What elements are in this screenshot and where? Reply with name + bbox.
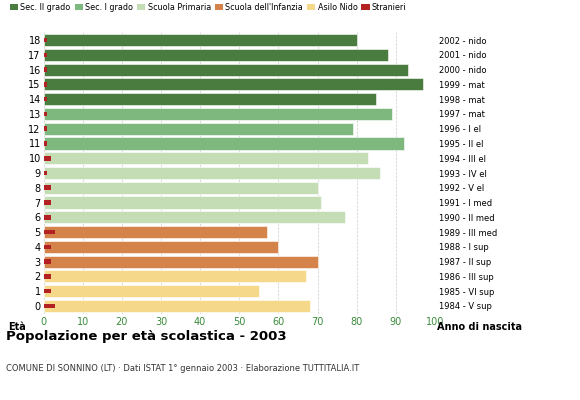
- Text: Popolazione per età scolastica - 2003: Popolazione per età scolastica - 2003: [6, 330, 287, 343]
- Bar: [44, 230, 55, 234]
- Bar: [44, 123, 353, 135]
- Bar: [44, 200, 51, 205]
- Bar: [44, 259, 51, 264]
- Bar: [44, 171, 48, 175]
- Bar: [44, 226, 267, 238]
- Bar: [44, 211, 345, 223]
- Text: Età: Età: [8, 322, 26, 332]
- Bar: [44, 126, 48, 131]
- Bar: [44, 156, 51, 160]
- Legend: Sec. II grado, Sec. I grado, Scuola Primaria, Scuola dell'Infanzia, Asilo Nido, : Sec. II grado, Sec. I grado, Scuola Prim…: [10, 3, 407, 12]
- Bar: [44, 34, 357, 46]
- Bar: [44, 182, 318, 194]
- Bar: [44, 274, 51, 279]
- Bar: [44, 285, 259, 297]
- Bar: [44, 97, 48, 102]
- Bar: [44, 108, 392, 120]
- Bar: [44, 241, 278, 253]
- Bar: [44, 38, 48, 42]
- Bar: [44, 304, 55, 308]
- Bar: [44, 141, 48, 146]
- Bar: [44, 78, 423, 90]
- Bar: [44, 67, 48, 72]
- Bar: [44, 52, 48, 57]
- Bar: [44, 93, 376, 105]
- Text: Anno di nascita: Anno di nascita: [437, 322, 522, 332]
- Bar: [44, 196, 321, 208]
- Bar: [44, 112, 48, 116]
- Bar: [44, 215, 51, 220]
- Bar: [44, 244, 51, 249]
- Bar: [44, 289, 51, 294]
- Bar: [44, 64, 408, 76]
- Bar: [44, 138, 404, 150]
- Text: COMUNE DI SONNINO (LT) · Dati ISTAT 1° gennaio 2003 · Elaborazione TUTTITALIA.IT: COMUNE DI SONNINO (LT) · Dati ISTAT 1° g…: [6, 364, 359, 373]
- Bar: [44, 300, 310, 312]
- Bar: [44, 186, 51, 190]
- Bar: [44, 152, 368, 164]
- Bar: [44, 270, 306, 282]
- Bar: [44, 49, 388, 61]
- Bar: [44, 256, 318, 268]
- Bar: [44, 167, 380, 179]
- Bar: [44, 82, 48, 87]
